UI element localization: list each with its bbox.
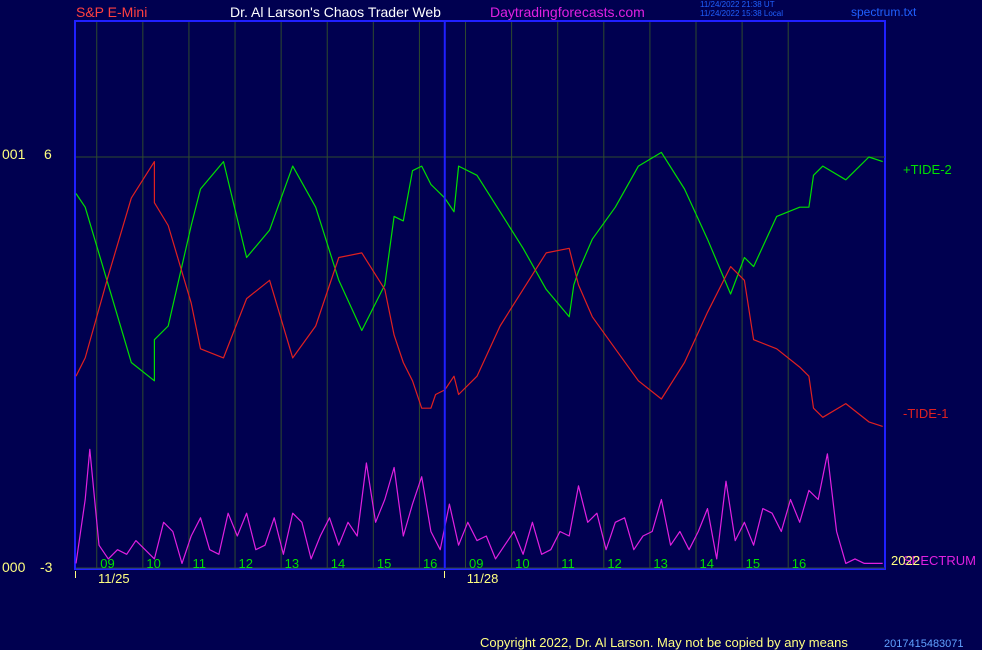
grid-lines (76, 22, 885, 569)
x-tick-label-7: 16 (422, 556, 438, 571)
y-prefix-bottom: 000 (2, 559, 26, 575)
timestamp-local: 11/24/2022 15:38 Local (700, 9, 784, 18)
series-line-spectrum (75, 448, 883, 565)
x-tick-label-2: 11 (192, 556, 206, 571)
x-tick-label-13: 14 (699, 556, 714, 571)
x-tick-label-5: 14 (330, 556, 346, 571)
copyright-text: Copyright 2022, Dr. Al Larson. May not b… (480, 635, 848, 650)
x-tick-label-10: 11 (561, 556, 575, 571)
timestamp-ut: 11/24/2022 21:38 UT (700, 0, 775, 9)
site-title: Dr. Al Larson's Chaos Trader Web (230, 4, 441, 20)
x-tick-label-15: 16 (791, 556, 807, 571)
legend-tide-minus: -TIDE-1 (903, 406, 949, 421)
legend-spectrum: SPECTRUM (903, 553, 976, 568)
x-tick-label-9: 10 (515, 556, 530, 571)
x-tick-label-14: 15 (745, 556, 761, 571)
series-line--tide-2 (75, 151, 883, 382)
x-tick-label-8: 09 (469, 556, 484, 571)
y-prefix-top: 001 (2, 146, 26, 162)
date-tick-label-1: 11/28 (466, 571, 499, 586)
x-tick-label-3: 12 (238, 556, 254, 571)
date-tick-label-0: 11/25 (98, 571, 130, 586)
x-tick-label-0: 09 (100, 556, 115, 571)
series-lines (75, 151, 883, 565)
x-tick-label-4: 13 (284, 556, 300, 571)
y-tick-bottom: -3 (40, 559, 53, 575)
y-tick-top: 6 (44, 146, 52, 162)
x-tick-label-11: 12 (607, 556, 622, 571)
legend-tide-plus: +TIDE-2 (903, 162, 952, 177)
plot-frame (74, 20, 886, 570)
symbol-label: S&P E-Mini (76, 4, 148, 20)
date-tick-mark-1 (443, 571, 445, 578)
x-tick-label-12: 13 (653, 556, 668, 571)
date-tick-mark-0 (75, 571, 76, 578)
series-line--tide-1 (75, 161, 883, 427)
year-label: 2022 (891, 553, 920, 568)
x-tick-label-1: 10 (146, 556, 161, 571)
file-name: spectrum.txt (851, 5, 917, 19)
x-tick-label-6: 15 (376, 556, 392, 571)
footer-stamp: 2017415483071 (884, 638, 964, 650)
site-url-link[interactable]: Daytradingforecasts.com (490, 4, 645, 20)
